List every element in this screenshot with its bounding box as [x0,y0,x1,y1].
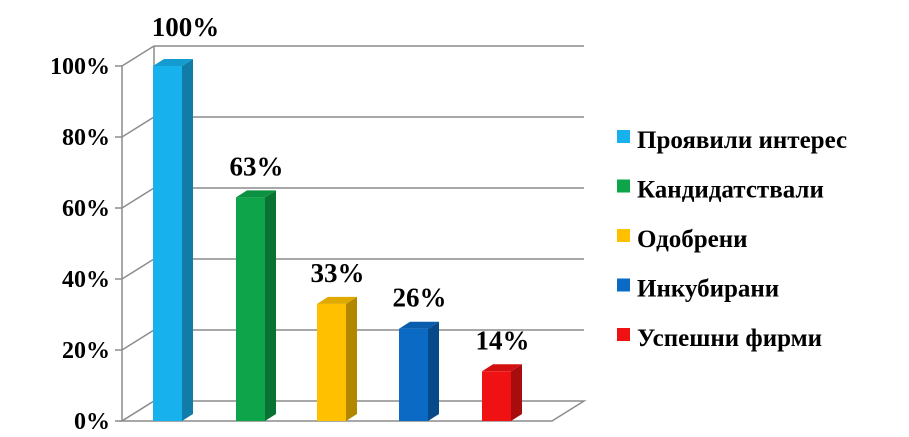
bar [153,59,193,421]
data-labels: 100% 63% 33% 26% 14% [152,12,530,355]
legend-label: Одобрени [637,226,748,253]
bar-side [511,364,522,421]
bar-front [482,371,511,421]
gridline-wall [121,258,155,280]
bar-front [317,303,346,421]
bar-front [399,328,428,421]
bar-side [346,296,357,421]
legend-item: Инкубирани [617,276,779,303]
bar [236,190,276,421]
bar-side [265,190,276,421]
bar-side [428,321,439,421]
gridline-wall [121,45,155,67]
y-tick-labels: 0% 20% 40% 60% 80% 100% [50,54,110,435]
data-label: 26% [393,283,447,313]
data-label: 33% [311,258,365,288]
bar-top [482,364,522,372]
data-label: 100% [152,12,220,42]
data-label: 14% [476,325,530,355]
bar-side [182,59,193,421]
legend-label: Кандидатствали [637,177,824,204]
bar-front [153,66,182,421]
gridline-wall [121,116,155,138]
y-tick-label: 20% [62,338,110,364]
y-tick-label: 0% [74,409,110,435]
legend-swatch [617,179,630,193]
bars [153,59,522,421]
legend-swatch [617,278,630,292]
y-tick-label: 40% [62,267,110,293]
legend-swatch [617,130,630,143]
legend-item: Одобрени [617,226,748,253]
bar-top [236,190,276,198]
legend-label: Проявили интерес [637,127,847,154]
legend-label: Инкубирани [637,276,779,303]
y-tick-label: 60% [62,196,110,222]
gridline-wall [121,187,155,209]
y-tick-label: 80% [62,125,110,151]
bar [399,321,439,421]
legend-item: Кандидатствали [617,177,824,204]
legend: Проявили интерес Кандидатствали Одобрени Ин… [617,127,847,352]
bar-top [153,59,193,66]
bar-top [399,321,439,329]
legend-item: Успешни фирми [617,325,822,352]
legend-swatch [617,328,630,341]
bar-top [317,296,357,304]
bar [482,364,522,421]
data-label: 63% [230,151,284,181]
bar [317,296,357,421]
gridlines [121,45,584,422]
legend-item: Проявили интерес [617,127,847,154]
bar-front [236,197,265,421]
gridline-wall [121,329,155,351]
legend-swatch [617,229,630,242]
legend-label: Успешни фирми [637,325,822,352]
y-tick-label: 100% [50,54,110,80]
